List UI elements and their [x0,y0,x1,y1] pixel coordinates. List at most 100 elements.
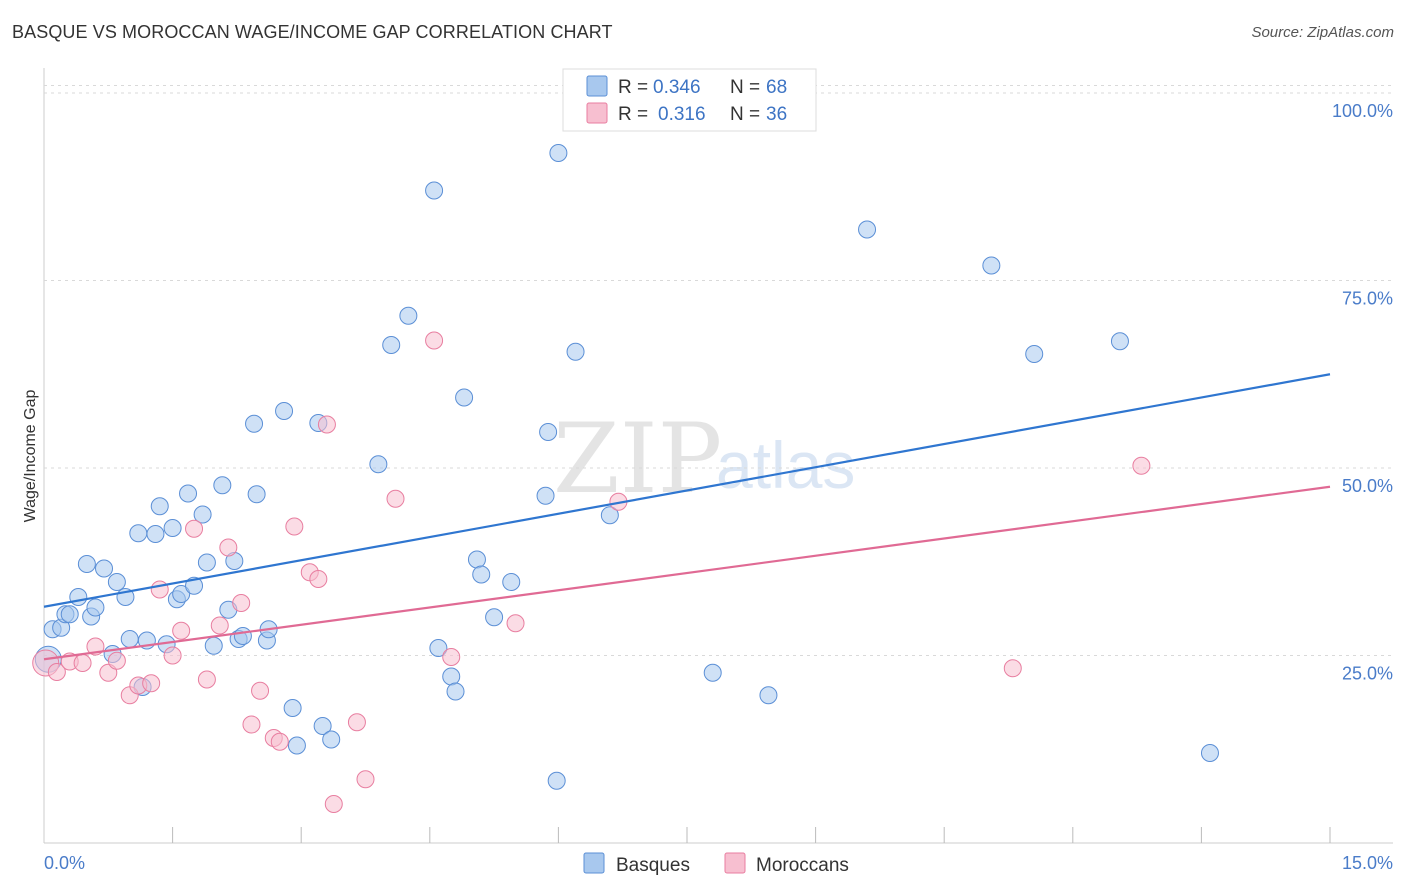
point-basques [172,585,191,603]
point-basques [425,181,444,200]
point-basques [549,144,568,162]
point-moroccans [73,654,92,672]
point-moroccans [356,770,375,789]
x-axis-ticks [172,827,1331,843]
point-basques [1025,345,1044,363]
legend-swatch-moroccans [586,102,608,124]
point-basques [193,505,212,524]
point-moroccans [107,651,126,670]
point-basques [213,476,232,495]
y-tick-label: 75.0% [1342,289,1393,309]
point-basques [129,524,148,543]
chart-title: BASQUE VS MOROCCAN WAGE/INCOME GAP CORRE… [12,22,613,42]
legend-r-value-basques: 0.346 [653,77,701,98]
point-basques [399,306,418,325]
point-basques [204,636,223,655]
point-moroccans [347,713,366,732]
legend-n-value-basques: 68 [766,77,787,98]
point-moroccans [506,614,525,633]
point-moroccans [232,594,251,612]
point-moroccans [386,489,405,508]
point-basques [442,667,461,686]
point-basques [455,388,474,407]
data-points [32,144,1219,813]
point-basques [382,336,401,354]
point-basques [322,730,341,749]
point-basques [703,663,722,682]
point-basques [247,485,266,504]
point-moroccans [317,415,336,434]
point-basques [1110,332,1129,351]
x-tick-label-max: 15.0% [1342,853,1393,873]
point-basques [120,630,139,648]
point-basques [107,573,126,591]
y-axis-tick-labels: 25.0% 50.0% 75.0% 100.0% [1332,101,1393,684]
point-basques [283,699,302,717]
watermark-zip: ZIP [553,403,722,515]
point-basques [759,686,778,705]
point-basques [287,736,306,755]
point-basques [539,423,558,441]
point-moroccans [219,538,238,557]
point-basques [600,506,619,525]
trend-line-basques [43,373,1331,608]
point-moroccans [324,795,343,813]
point-basques [858,220,877,239]
bottom-legend-label-moroccans: Moroccans [756,855,849,876]
y-tick-label: 100.0% [1332,101,1393,121]
point-basques [313,717,332,735]
point-basques [502,573,521,591]
point-moroccans [425,331,444,350]
point-moroccans [47,663,66,681]
legend-n-label-basques: N = [730,77,760,98]
legend-r-value-moroccans: 0.316 [658,104,706,125]
chart-source: Source: ZipAtlas.com [1251,24,1394,41]
y-tick-label: 50.0% [1342,476,1393,496]
point-moroccans [1003,659,1022,678]
legend-n-label-moroccans: N = [730,104,760,125]
point-moroccans [309,570,328,588]
point-basques [233,627,252,645]
point-moroccans [270,732,289,751]
point-basques [146,525,165,543]
point-basques [485,608,504,627]
point-basques [163,519,182,537]
legend-swatch-basques [586,75,608,97]
point-basques [369,455,388,474]
point-basques [60,605,79,624]
point-moroccans [285,517,304,536]
point-moroccans [172,621,191,640]
trend-lines [43,373,1331,661]
series-legend: Basques Moroccans [583,852,849,876]
trend-line-moroccans [43,485,1331,661]
point-basques [467,550,486,569]
y-axis-title: Wage/Income Gap [22,390,39,523]
point-basques [429,639,448,657]
legend-r-label-moroccans: R = [618,104,648,125]
y-tick-label: 25.0% [1342,664,1393,684]
point-basques [150,497,169,516]
point-moroccans [197,670,216,689]
legend-n-value-moroccans: 36 [766,104,787,125]
point-moroccans [1132,456,1151,475]
point-basques [275,402,294,420]
point-basques [95,559,114,578]
x-tick-label-min: 0.0% [44,853,85,873]
point-basques [547,771,566,790]
point-moroccans [242,715,261,734]
point-basques [472,565,491,584]
point-moroccans [163,646,182,665]
point-moroccans [251,681,270,700]
watermark-atlas: atlas [716,428,855,502]
point-basques [197,553,216,572]
bottom-legend-label-basques: Basques [616,855,690,876]
point-basques [446,682,465,701]
point-moroccans [185,519,204,538]
point-moroccans [150,580,169,599]
stats-legend: R = 0.346 N = 68 R = 0.316 N = 36 [562,68,817,132]
point-moroccans [142,674,161,693]
bottom-legend-swatch-moroccans [724,852,746,874]
point-basques [536,486,555,505]
point-moroccans [442,648,461,666]
